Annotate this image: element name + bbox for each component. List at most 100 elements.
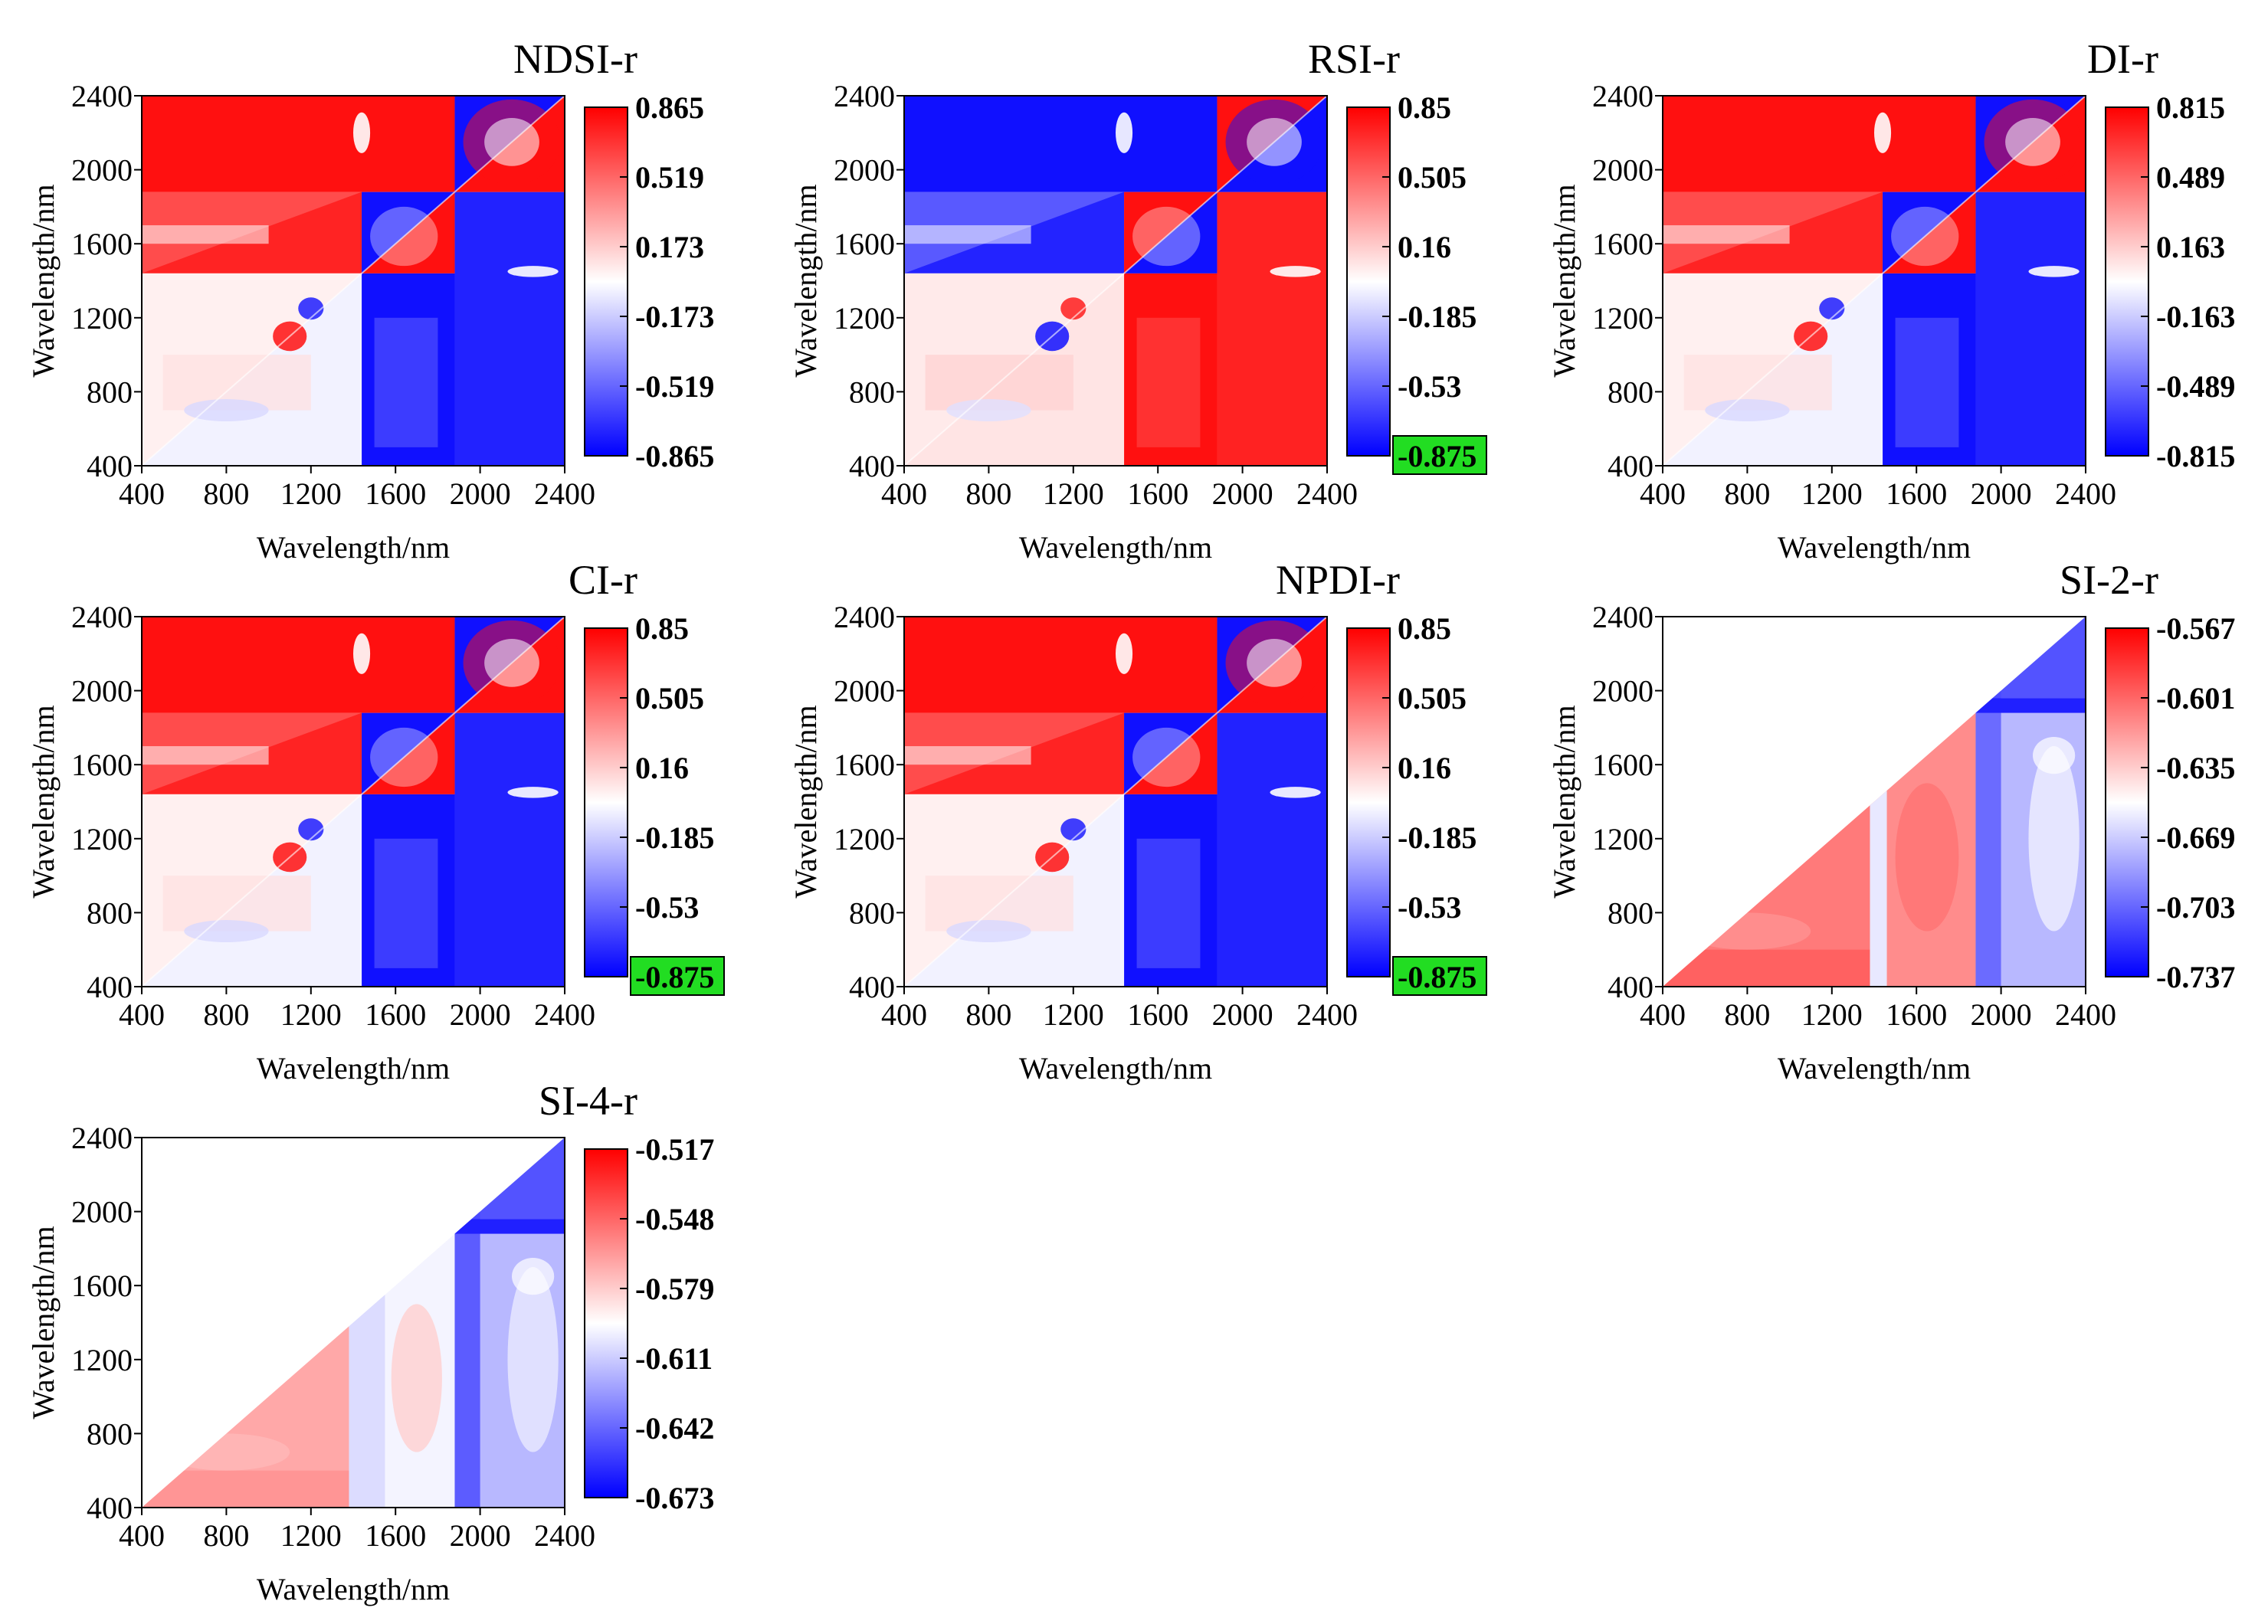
x-tick-label: 800 [965,997,1011,1032]
colorbar [584,106,628,457]
colorbar-tick-label: -0.875 [1398,960,1476,994]
x-tick-label: 1600 [1127,997,1188,1032]
plot-frame [1662,95,2086,467]
x-axis-label: Wavelength/nm [257,530,450,565]
x-tick-label: 2000 [1212,476,1273,511]
heatmap-blob [1895,783,1959,932]
heatmap-blob [1705,399,1790,422]
colorbar-tick-label: -0.642 [635,1411,714,1446]
colorbar-tick-label: 0.505 [1398,160,1467,195]
x-tick-label: 800 [203,1518,249,1553]
colorbar-tick-label: 0.16 [635,751,689,785]
heatmap-region [904,617,1218,713]
y-tick-label: 1200 [71,1343,133,1377]
x-tick-label: 2000 [450,476,511,511]
colorbar-tick-label: -0.53 [1398,369,1461,404]
panel-title: SI-4-r [539,1078,637,1124]
x-tick-label: 1200 [1801,476,1863,511]
colorbar-tick-label: -0.875 [1398,439,1476,473]
heatmap-region [454,712,565,987]
heatmap-surface [142,617,565,987]
heatmap-blob [1819,297,1845,320]
y-axis-label: Wavelength/nm [1547,184,1581,377]
x-tick-label: 2400 [2055,476,2116,511]
colorbar-tick-label: 0.173 [635,230,704,264]
plot-frame [903,616,1328,987]
x-tick-label: 800 [965,476,1011,511]
heatmap-surface [904,96,1327,466]
heatmap-surface [1663,96,2086,466]
y-tick-label: 2400 [71,79,133,113]
x-tick-label: 400 [881,476,927,511]
colorbar-tick-label: -0.185 [635,820,714,855]
x-axis-label: Wavelength/nm [257,1572,450,1606]
colorbar-tick-label: 0.505 [1398,681,1467,715]
x-tick-label: 1600 [365,476,426,511]
colorbar-tick-label: -0.185 [1398,300,1476,334]
colorbar-tick-label: -0.185 [1398,820,1476,855]
x-tick-label: 2000 [450,997,511,1032]
heatmap-surface [142,96,565,466]
x-tick-label: 2400 [534,1518,595,1553]
colorbar-tick-label: -0.865 [635,439,714,473]
heatmap-region [1663,96,1976,192]
x-tick-label: 400 [1640,476,1686,511]
heatmap-region [1217,712,1327,987]
heatmap-region [454,712,565,987]
x-axis-label: Wavelength/nm [1019,1051,1212,1085]
heatmap-blob [946,399,1031,422]
y-tick-label: 2400 [71,600,133,634]
colorbar-tick-label: -0.635 [2156,751,2235,785]
x-tick-label: 1200 [280,1518,342,1553]
heatmap-blob [512,1257,555,1295]
x-tick-label: 1200 [1043,476,1104,511]
colorbar-tick-label: 0.163 [2156,230,2225,264]
colorbar-tick-label: -0.815 [2156,439,2235,473]
heatmap-cell [1136,317,1201,447]
colorbar [584,1148,628,1498]
x-tick-label: 2400 [534,997,595,1032]
heatmap-blob [507,787,559,798]
colorbar-tick-label: -0.579 [635,1272,714,1306]
heatmap-blob [1060,818,1086,841]
y-tick-label: 2000 [1592,674,1653,709]
colorbar-tick-label: -0.548 [635,1202,714,1236]
y-axis-label: Wavelength/nm [26,1226,61,1419]
panel-title: SI-2-r [2060,557,2158,603]
y-tick-label: 2000 [71,153,133,188]
y-tick-label: 2400 [1592,600,1653,634]
y-tick-label: 2400 [834,600,895,634]
panel-rsi: 400 800 1200 1600 2000 2400 400 800 1200 1600 2000… [788,36,1487,565]
y-tick-label: 1600 [1592,227,1653,261]
heatmap-blob [298,818,324,841]
heatmap-region [1124,794,1218,987]
y-tick-label: 1200 [834,822,895,856]
panel-title: NDSI-r [513,36,637,82]
colorbar [2105,106,2149,457]
y-axis-label: Wavelength/nm [1547,705,1581,898]
y-tick-label: 1200 [1592,822,1653,856]
heatmap-region [1883,273,1976,466]
colorbar [2105,627,2149,977]
heatmap-surface [142,1138,565,1508]
heatmap-blob [1874,112,1892,153]
colorbar-tick-label: -0.875 [635,960,714,994]
heatmap-blob [946,920,1031,943]
colorbar-tick-label: -0.669 [2156,820,2235,855]
colorbar-tick-label: 0.16 [1398,230,1451,264]
colorbar-tick-label: -0.737 [2156,960,2235,994]
heatmap-cell [454,1219,565,1234]
x-tick-label: 400 [1640,997,1686,1032]
heatmap-surface [1663,617,2086,987]
colorbar-tick-label: 0.519 [635,160,704,195]
panel-ci: 400 800 1200 1600 2000 2400 400 800 1200 1600 2000… [26,557,725,1085]
heatmap-blob [507,266,559,277]
plot-frame [141,616,565,987]
x-tick-label: 1200 [280,476,342,511]
colorbar-tick-label: -0.703 [2156,890,2235,925]
heatmap-region [1217,712,1327,987]
heatmap-cell [904,746,1031,765]
heatmap-blob [1116,633,1133,674]
heatmap-cell [374,317,438,447]
